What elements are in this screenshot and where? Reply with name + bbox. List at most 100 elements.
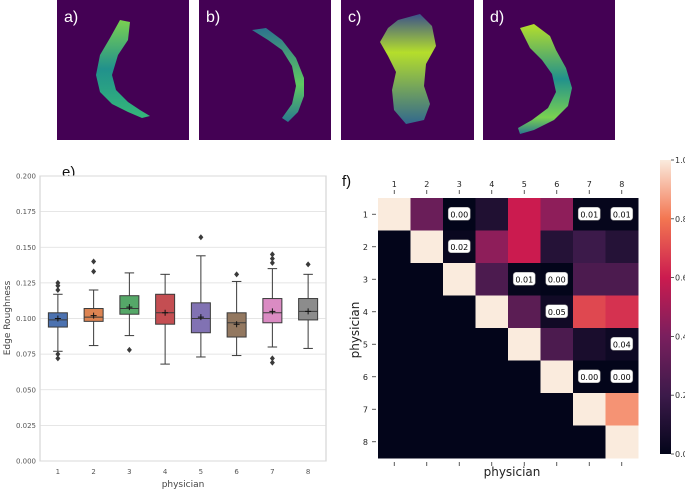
heatmap-cell	[410, 360, 444, 394]
y-tick-label: 6	[363, 373, 368, 382]
outlier-point	[91, 268, 97, 275]
annotation-box	[447, 239, 471, 254]
annotation-box	[545, 271, 569, 286]
heatmap-cell	[378, 360, 411, 394]
mean-marker	[90, 312, 97, 319]
annotation-box	[577, 206, 601, 221]
outlier-point	[55, 351, 61, 358]
heatmap-x-axis-label: physician	[484, 465, 541, 479]
x-tick-label: 1	[392, 180, 397, 189]
heatmap-cell	[475, 328, 509, 361]
heatmap-cell	[410, 425, 444, 459]
annotation-box	[610, 336, 634, 351]
heatmap-cell	[443, 295, 476, 329]
y-tick-label: 0.025	[16, 422, 36, 430]
y-tick-label: 0.200	[16, 173, 36, 181]
heatmap-cell	[410, 295, 444, 329]
panel-label-b: b)	[206, 9, 220, 26]
mean-marker	[126, 304, 133, 311]
x-tick-label: 7	[587, 180, 592, 189]
panel-label-a: a)	[64, 9, 78, 26]
heatmap-cell	[410, 328, 444, 361]
box-7	[262, 251, 283, 366]
box-1	[47, 279, 68, 362]
y-tick-label: 0.000	[16, 458, 36, 466]
annotation-value: 0.00	[613, 373, 631, 382]
heatmap-cell	[475, 198, 509, 231]
y-tick-label: 0.100	[16, 315, 36, 323]
x-tick-label: 1	[56, 468, 60, 476]
heatmap-cell	[378, 328, 411, 361]
annotation-value: 0.00	[548, 275, 566, 284]
heatmap-cell	[443, 425, 476, 459]
outlier-point	[55, 279, 61, 286]
outlier-point	[198, 234, 204, 241]
heatmap-cell	[605, 295, 639, 329]
x-tick-label: 6	[554, 180, 559, 189]
heatmap-cell	[508, 393, 541, 426]
x-tick-label: 7	[270, 468, 274, 476]
outlier-point	[269, 259, 275, 266]
annotation-value: 0.01	[515, 275, 533, 284]
x-tick-label: 5	[199, 468, 203, 476]
image-b: b)	[199, 0, 331, 140]
y-tick-label: 7	[363, 405, 368, 414]
colorbar-tick-label: 1.0	[675, 156, 685, 165]
y-tick-label: 5	[363, 340, 368, 349]
heatmap-cell	[573, 263, 606, 296]
outlier-point	[305, 261, 311, 268]
annotation-box	[577, 369, 601, 384]
panel-label-c: c)	[348, 9, 361, 26]
colorbar-tick-label: 0.2	[675, 391, 685, 400]
y-tick-label: 0.175	[16, 208, 36, 216]
colorbar-tick-label: 0.0	[675, 450, 685, 459]
panel-label-f: f)	[342, 173, 351, 190]
box-2	[83, 258, 104, 347]
annotation-value: 0.05	[548, 308, 566, 317]
colorbar	[660, 160, 671, 454]
outlier-point	[55, 287, 61, 293]
outlier-point	[269, 251, 275, 258]
heatmap-y-axis-label: physician	[348, 302, 362, 359]
box-iqr	[155, 293, 176, 325]
x-tick-label: 3	[457, 180, 462, 189]
annotation-box	[610, 206, 634, 221]
boxplot-chart: e) 0.0000.0250.0500.0750.1000.1250.1500.…	[3, 164, 327, 490]
heatmap-cell	[410, 263, 444, 296]
heatmap-cell	[573, 425, 606, 459]
y-axis-label: Edge Roughness	[3, 280, 13, 355]
colorbar-tick-label: 0.8	[675, 215, 685, 224]
outlier-point	[269, 255, 275, 262]
colorbar-tick-label: 0.4	[675, 332, 685, 341]
image-a: a)	[57, 0, 189, 140]
annotation-box	[447, 206, 471, 221]
heatmap-cell	[573, 393, 606, 426]
annotation-value: 0.01	[613, 210, 631, 219]
image-c: c)	[341, 0, 474, 140]
mean-marker	[305, 308, 312, 315]
outlier-point	[269, 359, 275, 366]
heatmap-cell	[605, 263, 639, 296]
heatmap-cell	[410, 393, 444, 426]
heatmap-cell	[573, 328, 606, 361]
heatmap-cell	[475, 393, 509, 426]
y-tick-label: 8	[363, 438, 368, 447]
heatmap-cell	[605, 393, 639, 426]
heatmap-cell	[540, 230, 574, 264]
heatmap-cell	[573, 230, 606, 264]
heatmap-cell	[378, 263, 411, 296]
heatmap-cell	[475, 230, 509, 264]
y-tick-label: 1	[363, 210, 368, 219]
y-tick-label: 0.075	[16, 351, 36, 359]
y-tick-label: 0.125	[16, 279, 36, 287]
x-tick-label: 8	[306, 468, 310, 476]
y-tick-label: 4	[363, 308, 368, 317]
image-d: d)	[483, 0, 615, 140]
annotation-box	[610, 369, 634, 384]
heatmap-cell	[410, 230, 444, 264]
x-axis-label: physician	[162, 480, 205, 490]
heatmap-cell	[378, 425, 411, 459]
box-5	[190, 234, 211, 358]
heatmap-cell	[540, 425, 574, 459]
annotation-value: 0.02	[450, 243, 468, 252]
